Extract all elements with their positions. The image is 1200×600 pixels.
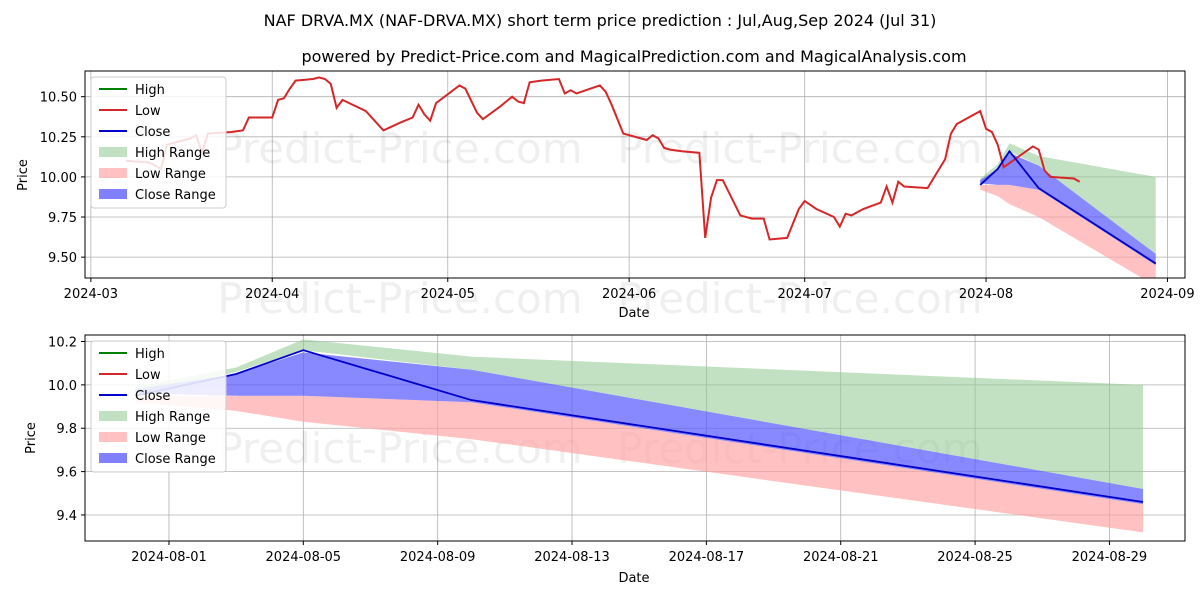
legend-swatch	[99, 453, 127, 463]
x-tick-label: 2024-06	[602, 287, 656, 302]
upper-x-axis-label: Date	[618, 306, 649, 321]
x-tick-label: 2024-08-17	[669, 550, 745, 565]
y-tick-label: 9.50	[48, 251, 77, 266]
watermark-text: Predict-Price.com	[617, 274, 982, 323]
x-tick-label: 2024-08-21	[803, 550, 879, 565]
legend-label: Close Range	[135, 452, 216, 467]
watermark-text: Predict-Price.com	[617, 124, 982, 173]
legend-label: High Range	[135, 410, 210, 425]
legend-swatch	[99, 147, 127, 157]
legend-label: Close	[135, 125, 170, 140]
low-range-band	[980, 184, 1156, 278]
lower-y-axis-label: Price	[24, 422, 39, 454]
legend-swatch	[99, 411, 127, 421]
x-tick-label: 2024-04	[245, 287, 299, 302]
y-tick-label: 9.8	[56, 422, 77, 437]
legend-label: High	[135, 83, 165, 98]
low-series-line	[125, 76, 1081, 241]
y-tick-label: 9.75	[48, 211, 77, 226]
watermark-text: Predict-Price.com	[217, 274, 582, 323]
upper-legend: High Low Close High Range Low Range Close Ran…	[90, 76, 227, 209]
legend-swatch	[99, 168, 127, 178]
legend-label: Low Range	[135, 431, 206, 446]
x-tick-label: 2024-08	[959, 287, 1013, 302]
x-tick-label: 2024-09	[1140, 287, 1194, 302]
x-tick-label: 2024-08-01	[131, 550, 207, 565]
chart-subtitle: powered by Predict-Price.com and Magical…	[301, 47, 966, 66]
legend-label: High Range	[135, 146, 210, 161]
y-tick-label: 9.4	[56, 509, 77, 524]
y-tick-label: 10.0	[48, 379, 77, 394]
chart-title: NAF DRVA.MX (NAF-DRVA.MX) short term pri…	[264, 11, 937, 30]
legend-swatch	[99, 432, 127, 442]
lower-legend: High Low Close High Range Low Range Close Ran…	[90, 340, 227, 473]
legend-label: Close	[135, 389, 170, 404]
high-range-band	[980, 143, 1156, 254]
low-range-band	[135, 395, 1144, 533]
lower-frame	[84, 334, 1186, 542]
legend-label: High	[135, 347, 165, 362]
y-tick-label: 10.2	[48, 336, 77, 351]
upper-panel: Predict-Price.com Predict-Price.com Pred…	[16, 70, 1195, 323]
y-tick-label: 9.6	[56, 466, 77, 481]
legend-label: Low Range	[135, 167, 206, 182]
x-tick-label: 2024-08-05	[266, 550, 342, 565]
x-tick-label: 2024-08-29	[1072, 550, 1148, 565]
upper-y-axis-label: Price	[16, 159, 31, 191]
lower-x-axis-label: Date	[618, 571, 649, 586]
upper-frame	[84, 70, 1186, 279]
x-tick-label: 2024-08-25	[937, 550, 1013, 565]
close-range-band	[980, 152, 1156, 266]
legend-label: Close Range	[135, 188, 216, 203]
x-tick-label: 2024-08-09	[400, 550, 476, 565]
legend-label: Low	[135, 368, 161, 383]
y-tick-label: 10.50	[40, 91, 77, 106]
close-forecast-line	[979, 149, 1157, 265]
close-range-band	[135, 352, 1144, 505]
x-tick-label: 2024-08-13	[534, 550, 610, 565]
y-tick-label: 10.00	[40, 171, 77, 186]
y-tick-label: 10.25	[40, 131, 77, 146]
legend-label: Low	[135, 104, 161, 119]
upper-plot-layer	[125, 76, 1157, 278]
x-tick-label: 2024-07	[778, 287, 832, 302]
upper-watermark-layer: Predict-Price.com Predict-Price.com Pred…	[217, 124, 982, 323]
x-tick-label: 2024-05	[421, 287, 475, 302]
x-tick-label: 2024-03	[64, 287, 118, 302]
legend-swatch	[99, 189, 127, 199]
lower-panel: Predict-Price.com Predict-Price.com Date…	[24, 334, 1186, 586]
high-range-band	[135, 339, 1144, 489]
watermark-text: Predict-Price.com	[217, 124, 582, 173]
